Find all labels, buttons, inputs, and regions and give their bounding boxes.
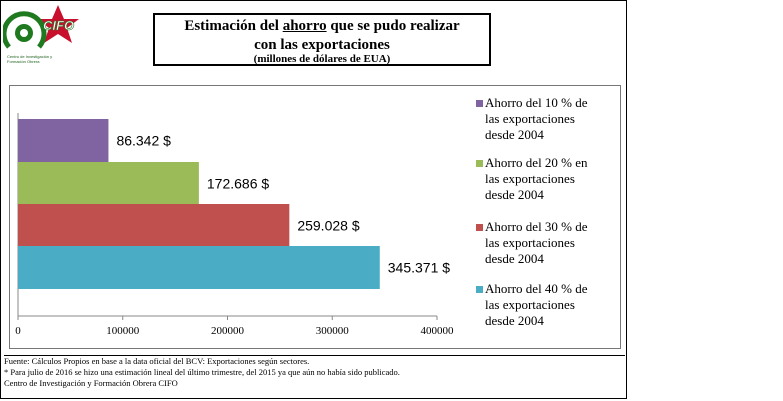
bar-value-label-2: 172.686 $ — [207, 176, 269, 192]
legend-text-30: Ahorro del 30 % de las exportaciones desde… — [485, 219, 588, 266]
x-tick-label-4: 400000 — [421, 325, 455, 337]
chart-title-line2: con las exportaciones — [254, 37, 390, 53]
bar-chart-plot: 86.342 $ 172.686 $ 259.028 $ 345.371 $ 0 1000… — [15, 113, 455, 337]
chart-subtitle: (millones de dólares de EUA) — [253, 53, 391, 65]
footer-credit: Centro de Investigación y Formación Obre… — [4, 378, 178, 388]
svg-text:CIFO: CIFO — [43, 18, 74, 33]
logo-caption: Centro de Investigación y Formación Obre… — [7, 54, 53, 64]
legend-swatch-40 — [476, 286, 483, 293]
legend-swatch-30 — [476, 224, 483, 231]
x-tick-label-2: 200000 — [211, 325, 245, 337]
bar-1 — [18, 119, 109, 162]
chart-area — [9, 85, 621, 349]
footer-notes: Fuente: Cálculos Propios en base a la da… — [4, 355, 625, 399]
legend-text-20: Ahorro del 20 % en las exportaciones desde… — [485, 155, 588, 202]
bar-value-label-3: 259.028 $ — [297, 218, 359, 234]
bar-4 — [18, 246, 380, 289]
footer-source: Fuente: Cálculos Propios en base a la da… — [4, 356, 310, 366]
x-tick-label-0: 0 — [15, 325, 21, 337]
chart-title-line1: Estimación del ahorro que se pudo realiz… — [184, 18, 460, 34]
legend-text-10: Ahorro del 10 % de las exportaciones desde… — [485, 95, 588, 142]
cifo-logo: CIFO Centro de Investigación y Formación… — [1, 3, 83, 69]
bar-3 — [18, 204, 290, 247]
x-tick-label-1: 100000 — [106, 325, 140, 337]
legend-swatch-10 — [476, 100, 483, 107]
bar-value-label-4: 345.371 $ — [388, 260, 450, 276]
legend-text-40: Ahorro del 40 % de las exportaciones desde… — [485, 281, 588, 328]
bar-2 — [18, 162, 199, 205]
chart-frame: CIFO Centro de Investigación y Formación… — [0, 0, 627, 399]
chart-title-box: Estimación del ahorro que se pudo realiz… — [153, 13, 491, 66]
legend-swatch-20 — [476, 160, 483, 167]
bar-value-label-1: 86.342 $ — [116, 133, 171, 149]
x-tick-label-3: 300000 — [316, 325, 350, 337]
footer-note: * Para julio de 2016 se hizo una estimac… — [4, 367, 400, 377]
cifo-logo-mark: CIFO — [1, 5, 79, 49]
